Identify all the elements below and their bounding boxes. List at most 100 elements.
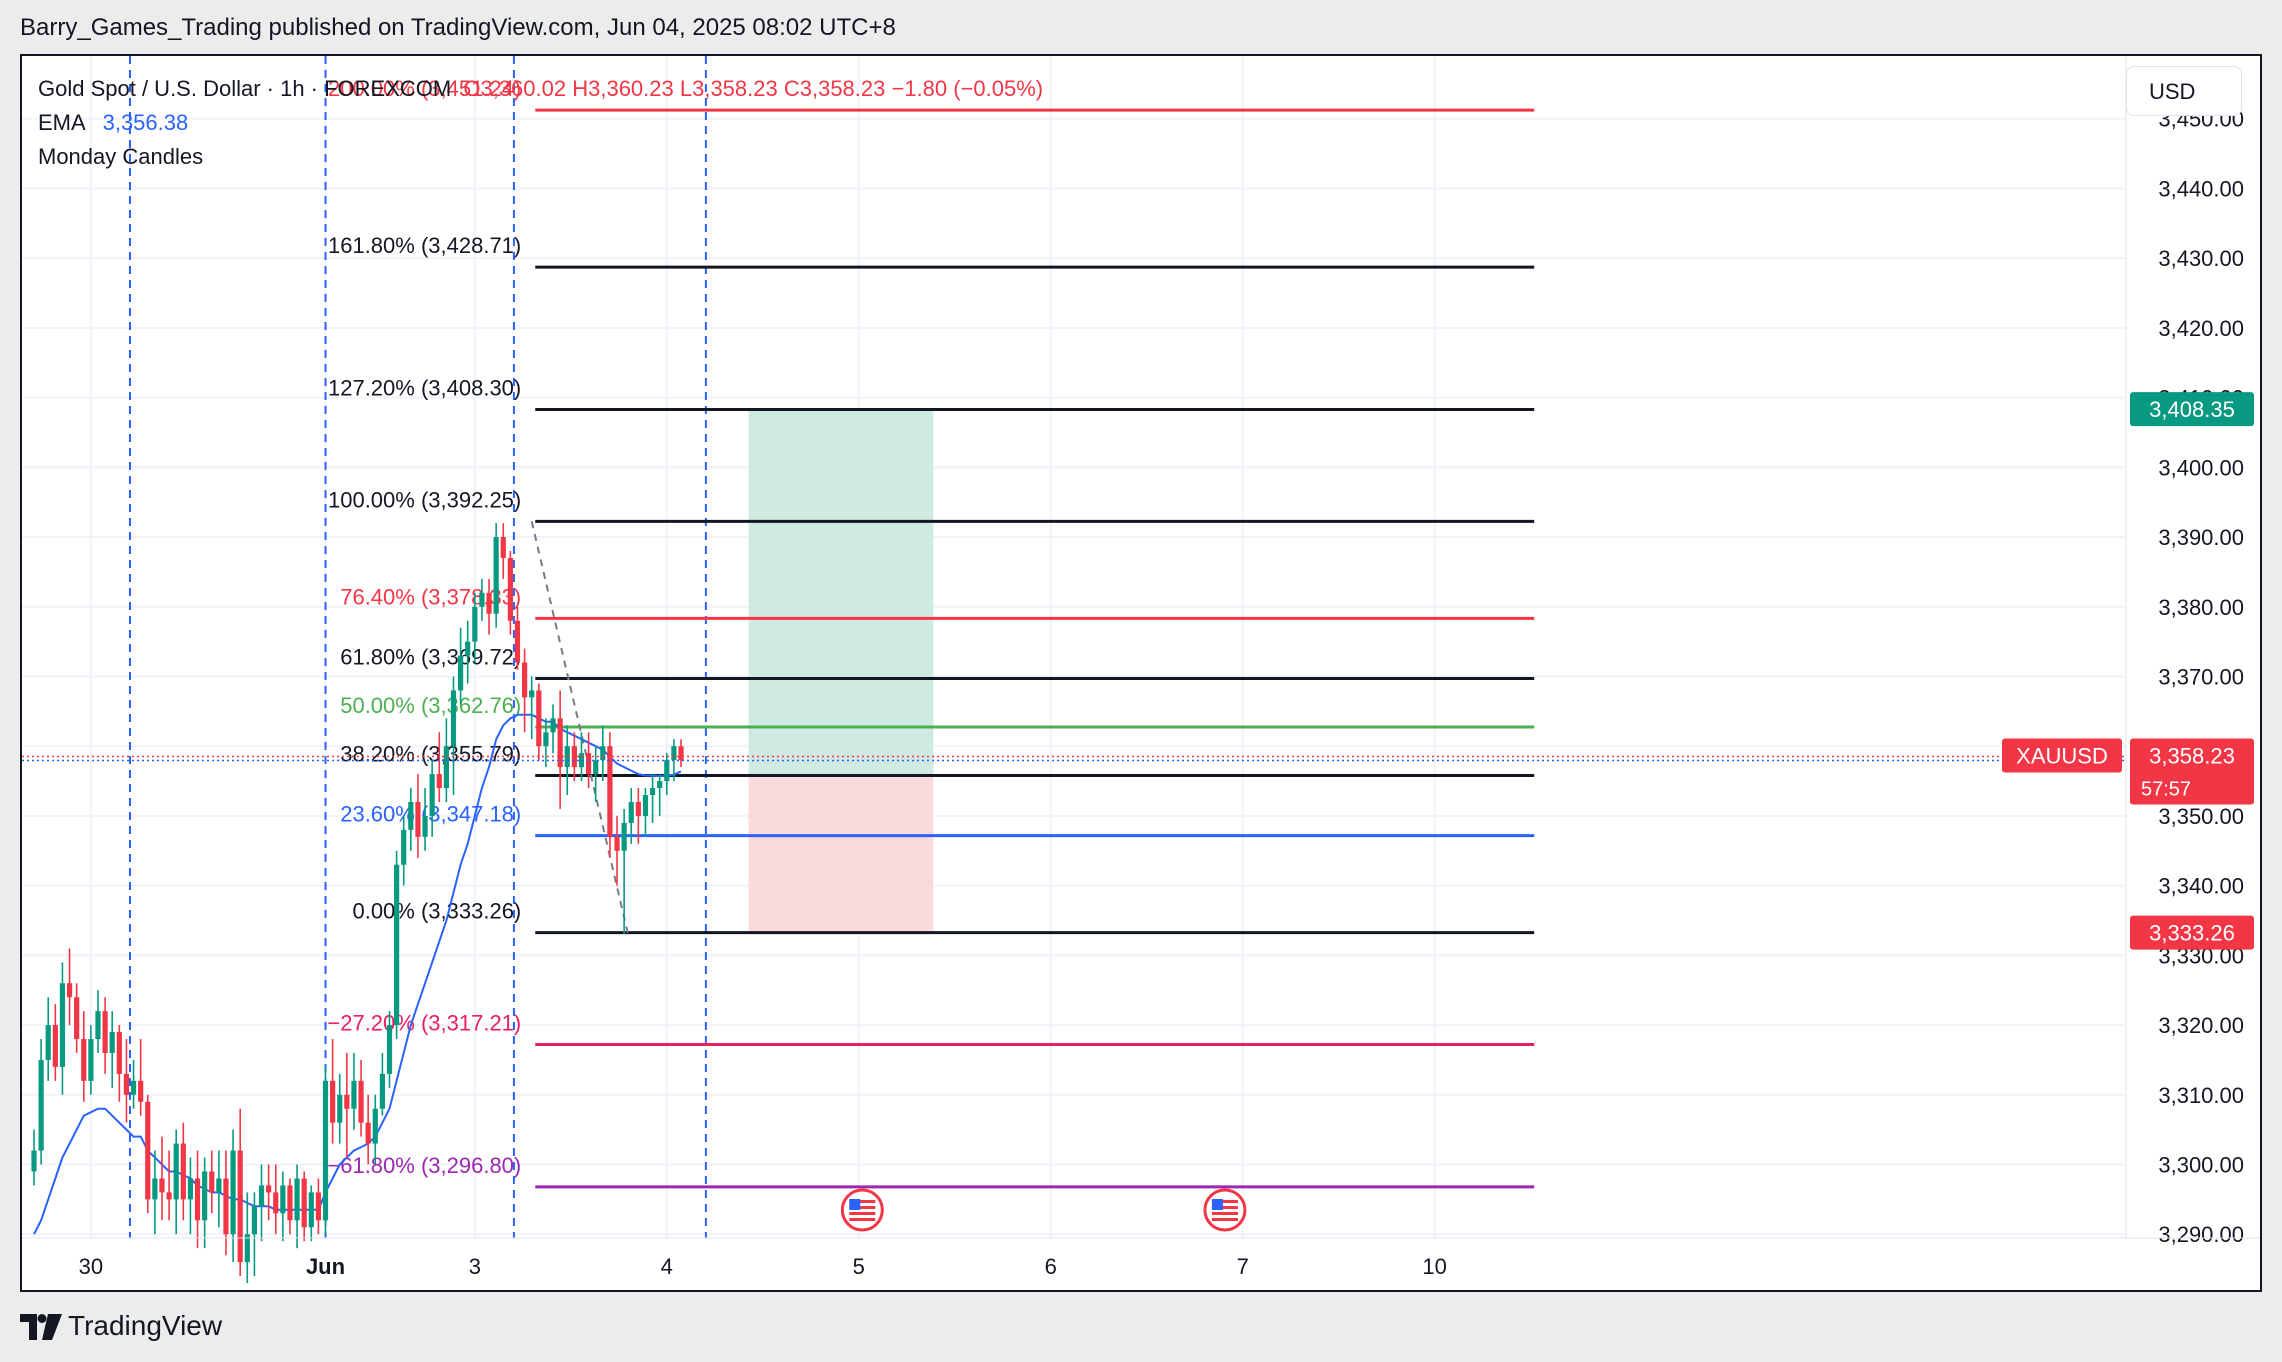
price-tick-label: 3,350.00 <box>2158 804 2244 829</box>
ema-series <box>33 713 682 1235</box>
candle-body <box>657 781 663 789</box>
candle-body <box>308 1192 314 1228</box>
flag-stripe <box>1211 1218 1238 1221</box>
flag-ring <box>1203 1188 1247 1232</box>
flag-stripe <box>849 1200 876 1203</box>
price-tick-label: 3,370.00 <box>2158 664 2244 689</box>
candle-body <box>479 592 485 607</box>
candle-body <box>45 1025 51 1060</box>
flag-stripe <box>1211 1200 1238 1203</box>
price-chart[interactable]: 200.00% (3,451.24) 161.80% (3,428.71) 127.… <box>22 56 2260 1290</box>
candle-body <box>394 864 400 1026</box>
candle-body <box>38 1059 44 1151</box>
symbol-title[interactable]: Gold Spot / U.S. Dollar · 1h · FOREXCOM <box>38 76 452 101</box>
price-badge-text: 3,333.26 <box>2149 921 2235 946</box>
candle-body <box>578 753 585 768</box>
fib-level-label: 61.80% (3,369.72) <box>340 644 521 669</box>
ema-value: 3,356.38 <box>102 110 189 135</box>
candle-body <box>628 801 634 823</box>
candle-body <box>351 1080 357 1109</box>
candle-body <box>422 815 428 837</box>
flag-stripe <box>1211 1206 1238 1209</box>
legend-indicator-row[interactable]: Monday Candles <box>38 140 1043 174</box>
candle-body <box>521 662 528 698</box>
candle-body <box>330 1080 336 1123</box>
candle-body <box>379 1073 385 1109</box>
candle-body <box>88 1039 94 1081</box>
candle-body <box>194 1178 201 1221</box>
candle-body <box>145 1101 151 1200</box>
flag-canton <box>1211 1199 1223 1210</box>
candle-body <box>123 1073 130 1095</box>
time-tick-label: 10 <box>1422 1254 1446 1279</box>
symbol-badge <box>2002 738 2122 773</box>
price-tick-label: 3,320.00 <box>2158 1013 2244 1038</box>
candle-body <box>266 1185 272 1193</box>
price-tick-label: 3,290.00 <box>2158 1222 2244 1247</box>
candle-body <box>635 801 641 816</box>
candle-body <box>294 1178 300 1221</box>
legend-ema-row[interactable]: EMA 3,356.38 <box>38 106 1043 140</box>
ema-line <box>33 713 682 1235</box>
candle-body <box>209 1171 215 1193</box>
candle-body <box>237 1150 243 1263</box>
candle-body <box>166 1192 172 1200</box>
flag-stripe <box>849 1206 876 1209</box>
candle-body <box>138 1080 144 1102</box>
indicator-monday-candles: Monday Candles <box>38 144 204 169</box>
candle-body <box>230 1150 236 1235</box>
flag-stripe <box>1211 1212 1238 1215</box>
legend-symbol-row[interactable]: Gold Spot / U.S. Dollar · 1h · FOREXCOM … <box>38 72 1043 106</box>
candle-body <box>443 746 449 789</box>
candle-body <box>436 774 442 789</box>
candle-body <box>337 1094 343 1123</box>
fib-level-label: 50.00% (3,362.76) <box>340 693 521 718</box>
fib-level-label: 200.00% (3,451.24) <box>328 76 521 101</box>
candle-body <box>450 690 457 747</box>
candle-body <box>81 1039 87 1081</box>
candle-body <box>649 788 656 796</box>
time-tick-label: Jun <box>306 1254 345 1279</box>
candle-body <box>486 592 492 614</box>
candle-body <box>386 1025 393 1074</box>
candle-body <box>116 1032 122 1074</box>
candle-body <box>415 801 421 837</box>
candle-body <box>152 1178 158 1200</box>
candle-body <box>74 997 80 1040</box>
published-text: Barry_Games_Trading published on Trading… <box>20 14 896 41</box>
candle-body <box>621 822 627 851</box>
candle-body <box>130 1080 137 1095</box>
candle-body <box>159 1178 165 1193</box>
ohlc-values: O3,360.02 H3,360.23 L3,358.23 C3,358.23 … <box>463 76 1044 101</box>
candle-body <box>244 1234 250 1263</box>
candle-body <box>372 1108 378 1144</box>
us-flag-icon <box>1203 1188 1247 1232</box>
current-price-line <box>22 755 2126 762</box>
candle-body <box>344 1094 350 1109</box>
time-tick-label: 6 <box>1045 1254 1057 1279</box>
currency-button[interactable]: USD <box>2126 66 2242 116</box>
candle-body <box>465 641 471 656</box>
chart-legend: Gold Spot / U.S. Dollar · 1h · FOREXCOM … <box>38 72 1043 174</box>
candle-body <box>507 557 513 621</box>
tradingview-brand: TradingView <box>68 1310 223 1341</box>
price-tick-label: 3,340.00 <box>2158 874 2244 899</box>
candle-body <box>550 718 556 733</box>
last-price-badge <box>2130 738 2254 805</box>
candle-body <box>31 1150 37 1172</box>
candle-body <box>600 746 606 761</box>
candle-body <box>66 983 73 998</box>
grid <box>22 56 2126 1238</box>
tradingview-logo-icon <box>20 1314 62 1340</box>
candle-body <box>358 1080 364 1123</box>
monday-candle-lines <box>128 56 707 1238</box>
fib-trendline <box>530 521 629 933</box>
price-badge-text: 3,408.35 <box>2149 397 2235 422</box>
fib-level-label: −27.20% (3,317.21) <box>327 1011 521 1036</box>
flag-canton <box>849 1199 861 1210</box>
candle-body <box>585 753 592 775</box>
chart-frame[interactable]: 200.00% (3,451.24) 161.80% (3,428.71) 127.… <box>20 54 2262 1292</box>
candle-body <box>95 1011 101 1040</box>
candle-body <box>365 1122 371 1144</box>
fib-level-label: 0.00% (3,333.26) <box>352 899 521 924</box>
